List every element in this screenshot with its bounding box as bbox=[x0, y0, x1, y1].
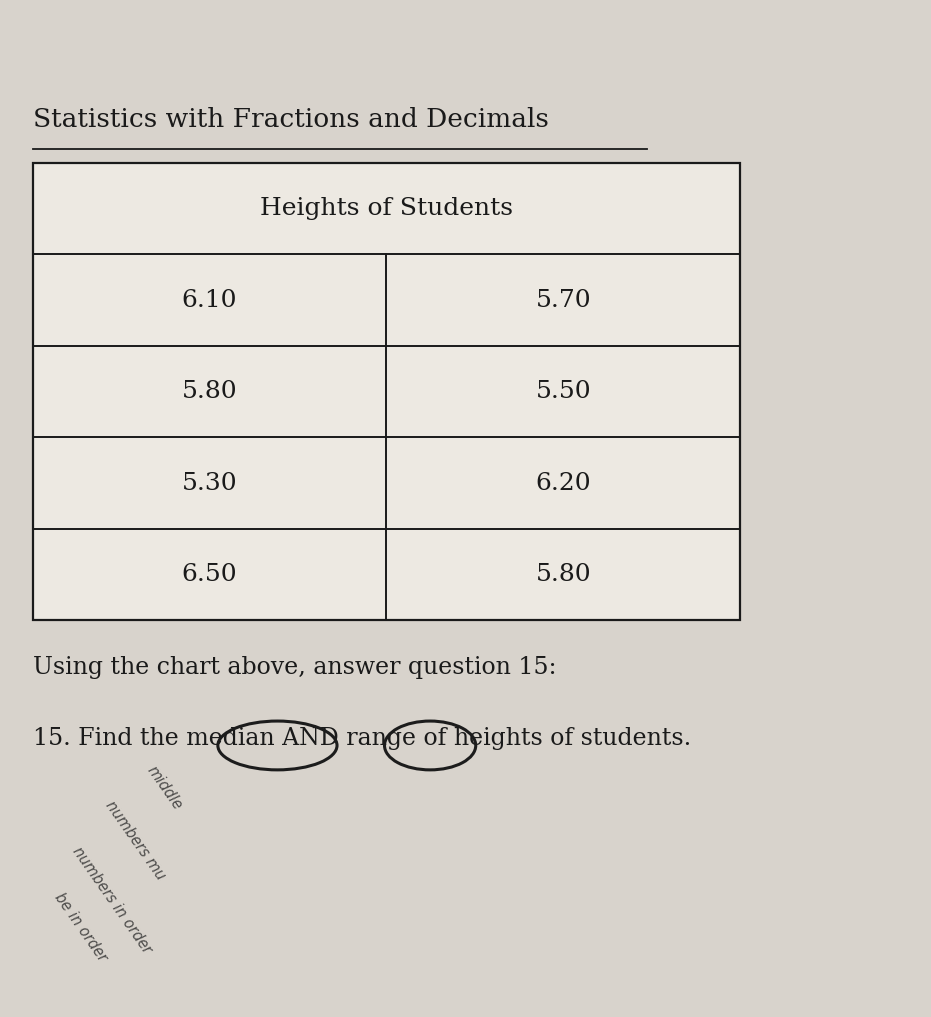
Text: 5.80: 5.80 bbox=[182, 380, 237, 403]
Text: 6.10: 6.10 bbox=[182, 289, 237, 311]
Text: 15. Find the median AND range of heights of students.: 15. Find the median AND range of heights… bbox=[33, 727, 691, 751]
Text: Statistics with Fractions and Decimals: Statistics with Fractions and Decimals bbox=[33, 107, 548, 132]
Text: Heights of Students: Heights of Students bbox=[260, 197, 513, 220]
Text: 5.30: 5.30 bbox=[182, 472, 237, 494]
Text: Using the chart above, answer question 15:: Using the chart above, answer question 1… bbox=[33, 656, 556, 679]
Text: middle: middle bbox=[144, 763, 185, 813]
Text: 5.50: 5.50 bbox=[535, 380, 591, 403]
Text: be in order: be in order bbox=[51, 890, 110, 964]
Text: 6.20: 6.20 bbox=[535, 472, 591, 494]
Text: 5.80: 5.80 bbox=[535, 563, 591, 586]
Text: 6.50: 6.50 bbox=[182, 563, 237, 586]
Text: numbers in order: numbers in order bbox=[70, 844, 155, 956]
Text: 5.70: 5.70 bbox=[535, 289, 591, 311]
Text: numbers mu: numbers mu bbox=[102, 798, 168, 883]
